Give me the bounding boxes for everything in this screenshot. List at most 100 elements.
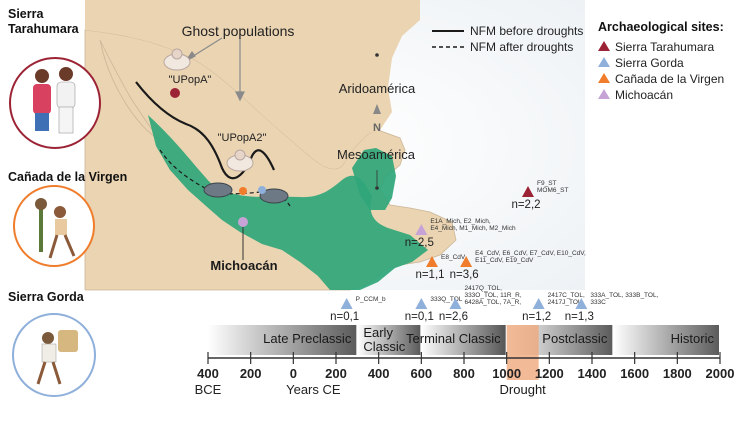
sample-marker (415, 298, 428, 309)
site-legend-marker (598, 41, 610, 51)
map: N Ghost populations "UPopA" "UPopA2" Ari… (84, 0, 585, 291)
time-axis-tick-label: 200 (325, 366, 347, 381)
time-axis-tick-label: 600 (410, 366, 432, 381)
upopa-marker (170, 88, 180, 98)
sites-legend: Archaeological sites: Sierra Tarahumara S… (598, 20, 724, 102)
period-band (421, 325, 506, 355)
sample-id-label: 333C (590, 299, 606, 306)
sample-marker (522, 186, 534, 197)
time-axis-tick-label: 1600 (620, 366, 649, 381)
north-arrow: N (373, 104, 381, 134)
upopa2-label: "UPopA2" (218, 132, 267, 144)
nfm-before-path (135, 81, 276, 180)
time-axis-tick-label: 2000 (706, 366, 735, 381)
sample-id-label: 333O_TOL, 11R_R, (464, 292, 521, 299)
period-band (613, 325, 719, 355)
site-legend-label: Michoacán (615, 88, 673, 102)
tarahumara-portrait (9, 57, 101, 149)
sample-id-label: 333A_TOL, 333B_TOL, (590, 292, 658, 299)
legend-solid-label: NFM before droughts (470, 24, 583, 38)
sample-id-label: F9_ST (537, 180, 557, 187)
time-axis-tick-label: 800 (453, 366, 475, 381)
sample-id-label: MOM6_ST (537, 187, 568, 194)
period-band (208, 325, 357, 355)
mesoamerica-label: Mesoamérica (337, 147, 416, 162)
time-axis-tick-label: 1800 (663, 366, 692, 381)
upopa2-figure (226, 149, 254, 172)
site-legend-marker (598, 89, 610, 99)
land-top (85, 0, 420, 169)
bce-label: BCE (195, 382, 222, 397)
drought-band (506, 325, 539, 380)
michoacan-label: Michoacán (210, 258, 277, 273)
mesoamerica-region (148, 115, 428, 290)
sample-id-label: P_CCM_b (356, 296, 386, 303)
time-axis-tick-label: 1400 (578, 366, 607, 381)
canada-title: Cañada de la Virgen (8, 170, 127, 184)
sample-count-label: n=0,1 (405, 311, 434, 323)
time-axis-tick-label: 1200 (535, 366, 564, 381)
sample-id-label: E4_CdV, E6_CdV, E7_CdV, E10_CdV, (475, 250, 586, 257)
sample-id-label: E1A_Mich, E2_Mich, (430, 218, 491, 225)
sample-count-label: n=1,1 (415, 269, 444, 281)
ghost-arrows (185, 37, 245, 102)
site-legend-marker (598, 57, 610, 67)
time-axis-tick-label: 1000 (492, 366, 521, 381)
sample-marker (449, 298, 462, 309)
sample-id-label: E8_CdV (441, 254, 466, 261)
sites-legend-title: Archaeological sites: (598, 20, 724, 34)
period-label: Early Classic (363, 325, 405, 354)
sample-marker (340, 298, 353, 309)
nfm-after-path (159, 149, 291, 207)
gorda-title: Sierra Gorda (8, 290, 85, 304)
aridoamerica-label: Aridoamérica (339, 81, 416, 96)
ce-label: Years CE (286, 382, 341, 397)
period-label: Postclassic (542, 331, 608, 346)
site-legend-label: Sierra Tarahumara (615, 40, 714, 54)
sample-marker (532, 298, 545, 309)
sample-count-label: n=2,6 (439, 311, 468, 323)
canada-portrait (13, 185, 95, 267)
north-label: N (373, 122, 381, 134)
site-legend-marker (598, 73, 610, 83)
period-label: Terminal Classic (406, 331, 501, 346)
time-axis-tick-label: 0 (290, 366, 297, 381)
sample-marker (415, 224, 428, 235)
time-axis-tick-label: 200 (240, 366, 262, 381)
sample-count-label: n=3,6 (450, 269, 479, 281)
gorda-portrait (12, 313, 96, 397)
site-legend-label: Cañada de la Virgen (615, 72, 724, 86)
sample-count-label: n=0,1 (330, 311, 359, 323)
tarahumara-title: Sierra Tarahumara (8, 7, 80, 36)
sample-id-label: E11_CdV, E19_CdV (475, 257, 534, 264)
sample-id-label: 333Q_TOL (430, 296, 462, 303)
left-panel: Sierra Tarahumara Cañada de la Virgen Sie… (8, 7, 127, 397)
site-legend-label: Sierra Gorda (615, 56, 684, 70)
drought-label: Drought (500, 382, 547, 397)
period-band (357, 325, 421, 355)
sample-marker (575, 298, 588, 309)
sample-count-label: n=1,3 (565, 311, 594, 323)
sample-id-label: 2417J_TOL (548, 299, 582, 306)
path-legend: NFM before droughts NFM after droughts (432, 24, 583, 54)
time-axis-tick-label: 400 (197, 366, 219, 381)
upopa-label: "UPopA" (169, 74, 212, 86)
sample-marker (426, 256, 438, 267)
yucatan (352, 148, 396, 210)
sample-count-label: n=2,2 (511, 199, 540, 211)
sample-marker (460, 256, 473, 267)
sample-id-label: 2417Q_TOL, (464, 285, 502, 292)
ghost-populations-title: Ghost populations (182, 23, 295, 39)
sample-count-label: n=2,5 (405, 237, 434, 249)
sample-id-label: 6428A_TOL, 7A_R, (464, 299, 521, 306)
sample-id-label: E4_Mich, M1_Mich, M2_Mich (430, 225, 516, 232)
period-label: Late Preclassic (263, 331, 352, 346)
sample-id-label: 2417C_TOL, (548, 292, 585, 299)
period-label: Historic (671, 331, 715, 346)
map-site-icons (203, 53, 379, 260)
sample-count-label: n=1,2 (522, 311, 551, 323)
time-axis-tick-label: 400 (368, 366, 390, 381)
legend-dashed-label: NFM after droughts (470, 40, 573, 54)
